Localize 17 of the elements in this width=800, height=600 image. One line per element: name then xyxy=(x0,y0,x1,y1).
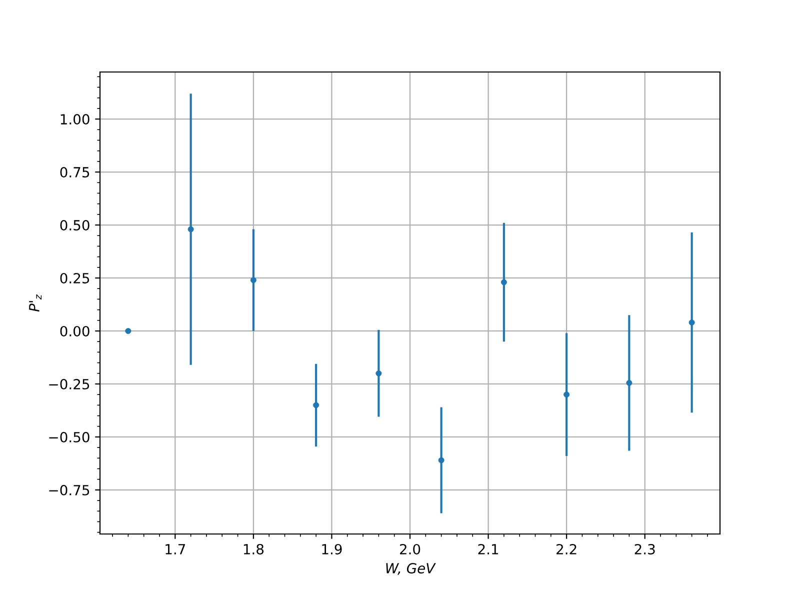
y-axis-title: P'$_{z}$ xyxy=(29,294,42,312)
x-tick-label: 1.8 xyxy=(244,544,264,554)
y-tick-label: 0.00 xyxy=(60,326,90,336)
y-tick-label: 0.50 xyxy=(60,220,90,230)
y-tick-label: −0.75 xyxy=(49,484,90,496)
y-tick-label: −0.50 xyxy=(49,432,90,442)
y-tick-label: 0.75 xyxy=(60,167,90,178)
x-tick-label: 2.3 xyxy=(634,544,655,554)
x-tick-label: 2.0 xyxy=(400,544,420,554)
x-tick-label: 1.9 xyxy=(322,544,342,554)
y-tick-label: −0.25 xyxy=(49,378,90,390)
x-tick-label: 1.7 xyxy=(166,544,186,554)
y-tick-label: 0.25 xyxy=(60,272,90,284)
x-tick-label: 2.1 xyxy=(478,544,498,554)
x-axis-title: W, GeV xyxy=(386,562,436,575)
y-tick-label: 1.00 xyxy=(60,114,90,125)
x-tick-label: 2.2 xyxy=(556,544,576,554)
